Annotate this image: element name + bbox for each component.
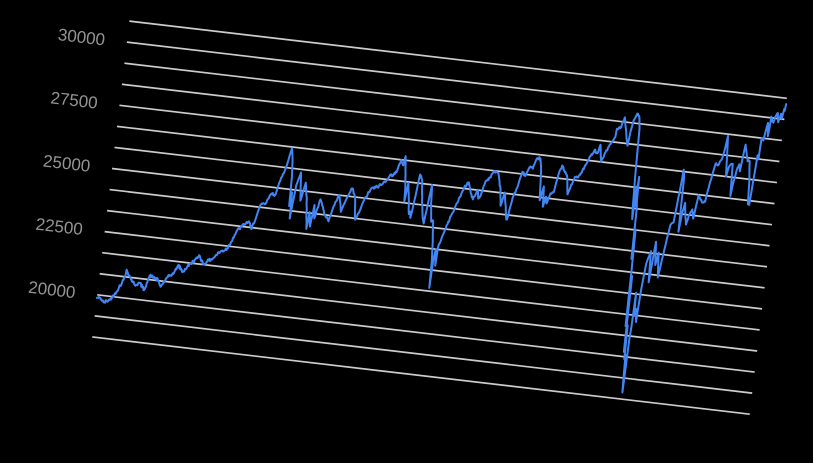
y-axis-tick-label: 25000: [42, 151, 91, 175]
y-axis-tick-label: 20000: [27, 278, 76, 302]
gridline: [102, 251, 760, 331]
y-axis-labels-group: 30000 27500 25000 22500 20000: [27, 25, 106, 302]
gridline: [116, 125, 775, 205]
gridline: [114, 146, 773, 226]
gridline: [119, 104, 778, 184]
gridline: [129, 20, 787, 100]
gridline: [126, 41, 785, 121]
gridlines-group: [92, 20, 787, 416]
y-axis-tick-label: 22500: [35, 215, 84, 239]
gridline: [109, 188, 768, 268]
y-axis-tick-label: 27500: [49, 88, 98, 112]
gridline: [94, 315, 753, 394]
gridline: [104, 230, 763, 310]
line-chart-svg: 30000 27500 25000 22500 20000: [27, 20, 788, 416]
gridline: [121, 83, 780, 163]
series-line: [95, 103, 788, 394]
gridline: [99, 272, 758, 352]
gridline: [92, 336, 750, 416]
y-axis-tick-label: 30000: [57, 25, 106, 49]
gridline: [111, 167, 770, 247]
rotated-line-chart: 30000 27500 25000 22500 20000: [20, 3, 796, 435]
gridline: [97, 293, 755, 373]
gridline: [124, 62, 782, 142]
